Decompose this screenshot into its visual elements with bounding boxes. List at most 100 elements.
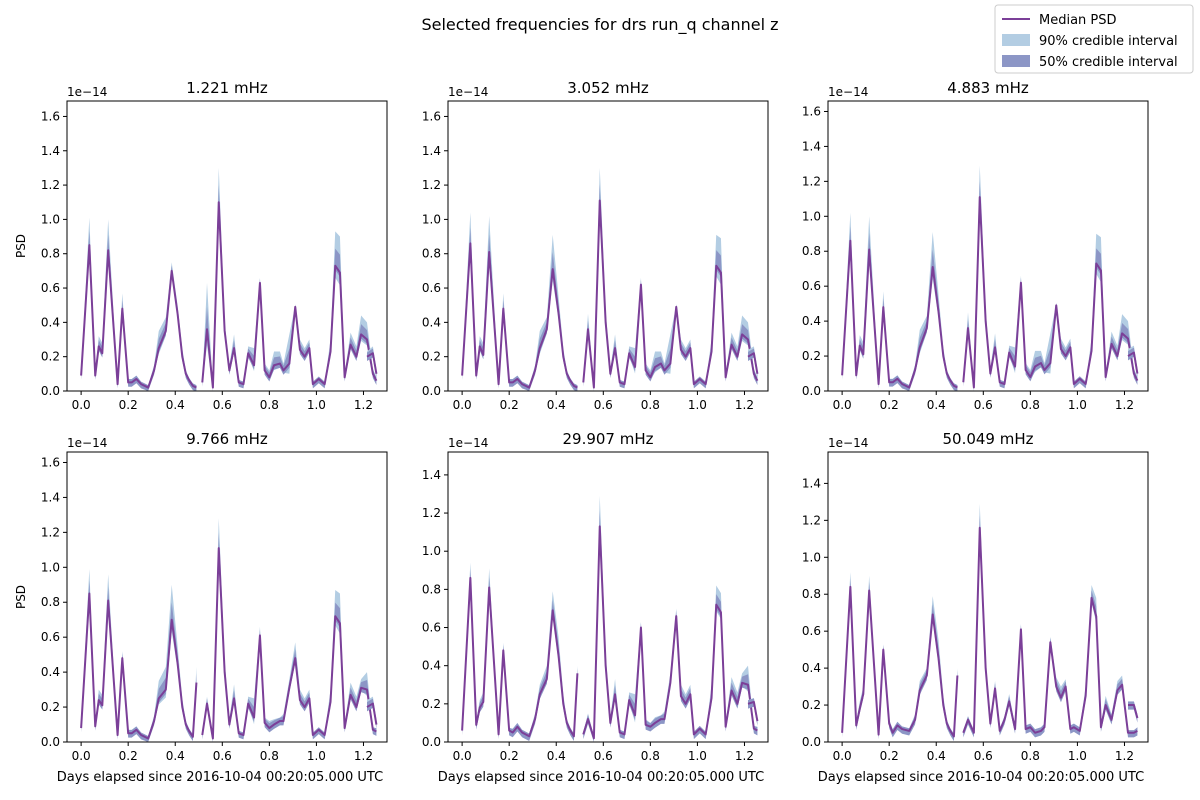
y-tick-label: 0.0 [41, 735, 60, 749]
median-psd-line [841, 239, 958, 389]
y-tick-label: 0.4 [41, 665, 60, 679]
y-tick-label: 1.4 [422, 468, 441, 482]
y-tick-label: 0.6 [802, 279, 821, 293]
y-tick-label: 0.6 [802, 624, 821, 638]
x-tick-label: 1.2 [354, 749, 373, 763]
ci50-band [462, 227, 578, 391]
x-tick-label: 0.6 [213, 398, 232, 412]
x-tick-label: 1.2 [735, 749, 754, 763]
subplot-title: 3.052 mHz [567, 79, 649, 97]
y-axis-label: PSD [14, 234, 28, 258]
y-tick-label: 1.6 [422, 109, 441, 123]
subplot-4: 0.0 0.2 0.4 0.6 0.8 1.0 1.2 0.0 0.2 0.4 0.6 0.8 1.0 1… [14, 430, 388, 785]
y-tick-label: 1.0 [422, 544, 441, 558]
x-tick-label: 0.0 [833, 398, 852, 412]
y-tick-label: 0.8 [802, 587, 821, 601]
median-psd-line [582, 199, 759, 389]
ci50-band [462, 569, 578, 742]
y-tick-label: 0.0 [422, 735, 441, 749]
x-tick-label: 1.0 [688, 398, 707, 412]
ci90-band [81, 217, 197, 389]
ci50-band [842, 226, 958, 391]
median-psd-line [747, 352, 759, 375]
legend-frame [994, 4, 1194, 74]
median-psd-line [582, 525, 758, 740]
x-tick-label: 0.6 [594, 398, 613, 412]
y-tick-label: 0.2 [41, 350, 60, 364]
x-tick-label: 0.8 [1021, 749, 1040, 763]
y-tick-label: 0.6 [41, 630, 60, 644]
y-tick-label: 0.0 [422, 384, 441, 398]
ci90-band [462, 212, 578, 389]
x-tick-label: 0.8 [1021, 398, 1040, 412]
x-tick-label: 0.6 [974, 749, 993, 763]
ci50-band [583, 184, 758, 391]
median-psd-line [201, 547, 377, 740]
y-offset-text: 1e−14 [828, 436, 868, 450]
x-tick-label: 0.0 [72, 749, 91, 763]
figure-title: Selected frequencies for drs run_q chann… [421, 15, 778, 35]
x-tick-label: 0.2 [500, 398, 519, 412]
y-tick-label: 0.0 [41, 384, 60, 398]
ci90-band [202, 167, 377, 389]
ci90-band [842, 212, 958, 389]
y-axis-label: PSD [14, 585, 28, 609]
x-axis-label: Days elapsed since 2016-10-04 00:20:05.0… [57, 770, 383, 785]
legend-swatch-ci90 [1002, 34, 1030, 46]
axes-frame [447, 100, 769, 392]
x-tick-label: 1.2 [735, 398, 754, 412]
subplot-2: 0.0 0.2 0.4 0.6 0.8 1.0 1.2 0.0 0.2 0.4 0.6 0.8 1.0 1… [422, 79, 769, 412]
x-tick-label: 0.8 [260, 398, 279, 412]
y-tick-label: 0.2 [422, 350, 441, 364]
y-tick-label: 1.0 [422, 212, 441, 226]
x-tick-label: 0.4 [547, 749, 566, 763]
legend-entry-label: 50% credible interval [1039, 55, 1178, 70]
subplot-5: 0.0 0.2 0.4 0.6 0.8 1.0 1.2 0.0 0.2 0.4 0.6 0.8 1.0 1… [422, 430, 769, 785]
x-tick-label: 0.2 [500, 749, 519, 763]
y-tick-label: 1.6 [41, 455, 60, 469]
ci90-band [963, 503, 1138, 735]
x-tick-label: 0.8 [641, 749, 660, 763]
y-tick-label: 1.4 [802, 476, 821, 490]
x-axis-label: Days elapsed since 2016-10-04 00:20:05.0… [438, 770, 764, 785]
y-tick-label: 0.2 [802, 349, 821, 363]
y-tick-label: 0.4 [802, 661, 821, 675]
y-tick-label: 1.0 [802, 209, 821, 223]
x-tick-label: 0.0 [453, 749, 472, 763]
x-tick-label: 0.4 [927, 398, 946, 412]
subplot-title: 50.049 mHz [942, 430, 1033, 448]
y-offset-text: 1e−14 [448, 85, 488, 99]
y-tick-label: 0.2 [422, 697, 441, 711]
axes-frame [66, 451, 388, 743]
subplot-title: 9.766 mHz [186, 430, 268, 448]
ci50-band [963, 181, 1138, 391]
y-tick-label: 1.2 [802, 174, 821, 188]
y-tick-label: 1.2 [802, 513, 821, 527]
subplot-title: 1.221 mHz [186, 79, 268, 97]
median-psd-line [962, 196, 1139, 389]
y-tick-label: 0.0 [802, 384, 821, 398]
x-tick-label: 0.8 [641, 398, 660, 412]
subplot-6: 0.0 0.2 0.4 0.6 0.8 1.0 1.2 0.0 0.2 0.4 0.6 0.8 1.0 1… [802, 430, 1149, 785]
y-tick-label: 1.4 [41, 490, 60, 504]
ci90-band [963, 165, 1138, 389]
y-offset-text: 1e−14 [448, 436, 488, 450]
x-tick-label: 1.0 [688, 749, 707, 763]
x-tick-label: 0.4 [927, 749, 946, 763]
subplot-title: 29.907 mHz [562, 430, 653, 448]
y-tick-label: 0.4 [41, 315, 60, 329]
median-psd-line [962, 526, 1138, 734]
subplot-title: 4.883 mHz [947, 79, 1029, 97]
y-tick-label: 0.4 [422, 315, 441, 329]
y-tick-label: 0.2 [41, 700, 60, 714]
x-tick-label: 0.4 [166, 398, 185, 412]
axes-frame [827, 451, 1149, 743]
x-tick-label: 1.0 [307, 749, 326, 763]
y-offset-text: 1e−14 [67, 436, 107, 450]
x-tick-label: 0.2 [880, 749, 899, 763]
median-psd-line [366, 352, 378, 375]
x-tick-label: 0.2 [880, 398, 899, 412]
x-tick-label: 0.4 [547, 398, 566, 412]
subplot-1: 0.0 0.2 0.4 0.6 0.8 1.0 1.2 0.0 0.2 0.4 0.6 0.8 1.0 1… [14, 79, 388, 412]
